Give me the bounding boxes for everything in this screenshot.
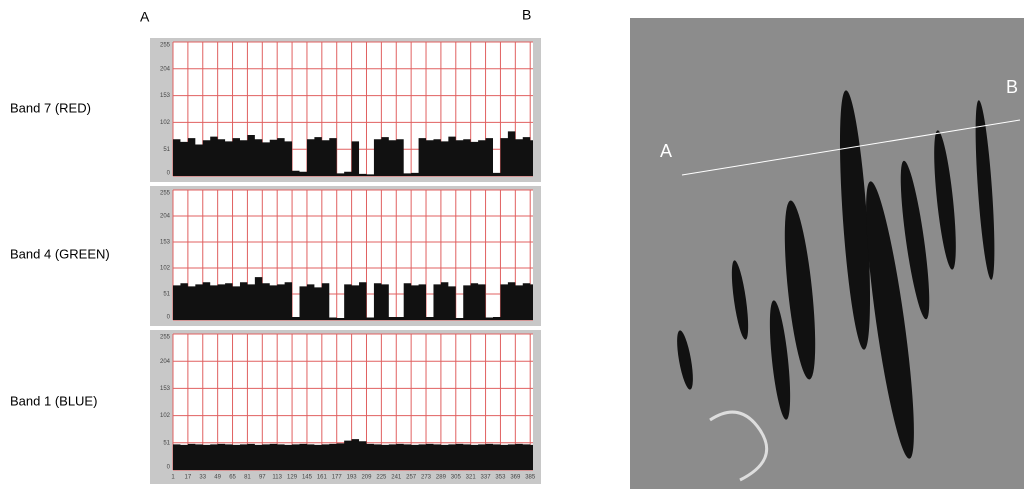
x-tick-label: 321 <box>466 475 477 481</box>
profile-area <box>173 131 533 176</box>
transect-line <box>681 119 1021 176</box>
y-tick-label: 204 <box>160 214 171 220</box>
band-label: Band 4 (GREEN) <box>10 246 110 261</box>
x-tick-label: 241 <box>391 475 402 481</box>
x-tick-label: 177 <box>332 475 343 481</box>
x-tick-label: 193 <box>347 475 358 481</box>
x-tick-label: 1 <box>171 475 175 481</box>
profile-chart: Band 4 (GREEN) 0 51 102 153 204 255 <box>10 186 541 326</box>
y-tick-label: 153 <box>160 240 171 246</box>
y-tick-label: 0 <box>167 171 171 177</box>
y-tick-label: 102 <box>160 120 171 126</box>
x-tick-label: 289 <box>436 475 447 481</box>
y-tick-label: 102 <box>160 266 171 272</box>
y-tick-label: 51 <box>163 292 170 298</box>
y-tick-label: 204 <box>160 359 171 365</box>
image-end-label: B <box>1006 77 1018 97</box>
y-tick-label: 51 <box>163 440 170 446</box>
x-tick-label: 129 <box>287 475 298 481</box>
x-tick-label: 305 <box>451 475 462 481</box>
x-tick-label: 225 <box>376 475 387 481</box>
profile-area <box>173 277 533 320</box>
profile-chart: Band 7 (RED) 0 51 102 153 204 255 <box>10 38 541 182</box>
x-tick-label: 337 <box>481 475 492 481</box>
y-tick-label: 102 <box>160 413 171 419</box>
y-tick-label: 51 <box>163 147 170 153</box>
image-background <box>630 18 1024 489</box>
profile-end-label: B <box>522 7 531 23</box>
x-tick-label: 385 <box>525 475 536 481</box>
y-tick-label: 255 <box>160 191 171 197</box>
x-tick-label: 145 <box>302 475 313 481</box>
x-tick-label: 273 <box>421 475 432 481</box>
profile-start-label: A <box>140 9 150 25</box>
profile-chart: Band 1 (BLUE) 0 51 102 153 204 255 1 17 33 49 65 81 9… <box>10 330 541 484</box>
y-tick-label: 255 <box>160 335 171 341</box>
x-tick-label: 161 <box>317 475 328 481</box>
x-tick-label: 209 <box>361 475 372 481</box>
x-tick-label: 97 <box>259 475 266 481</box>
y-tick-label: 153 <box>160 386 171 392</box>
river <box>709 410 769 482</box>
x-tick-label: 49 <box>214 475 221 481</box>
satellite-image: A B <box>630 18 1024 489</box>
x-tick-label: 17 <box>185 475 192 481</box>
y-tick-label: 255 <box>160 43 171 49</box>
x-tick-label: 113 <box>272 475 282 481</box>
x-tick-label: 369 <box>510 475 521 481</box>
x-tick-label: 257 <box>406 475 417 481</box>
dark-streaks <box>677 90 995 459</box>
x-tick-label: 81 <box>244 475 251 481</box>
y-tick-label: 204 <box>160 66 171 72</box>
image-start-label: A <box>660 141 672 161</box>
y-tick-label: 153 <box>160 93 171 99</box>
band-label: Band 7 (RED) <box>10 100 91 115</box>
y-tick-label: 0 <box>167 465 171 471</box>
profile-area <box>173 439 533 470</box>
y-tick-label: 0 <box>167 315 171 321</box>
x-tick-label: 353 <box>495 475 506 481</box>
x-tick-label: 33 <box>199 475 206 481</box>
x-tick-label: 65 <box>229 475 236 481</box>
band-label: Band 1 (BLUE) <box>10 393 97 408</box>
